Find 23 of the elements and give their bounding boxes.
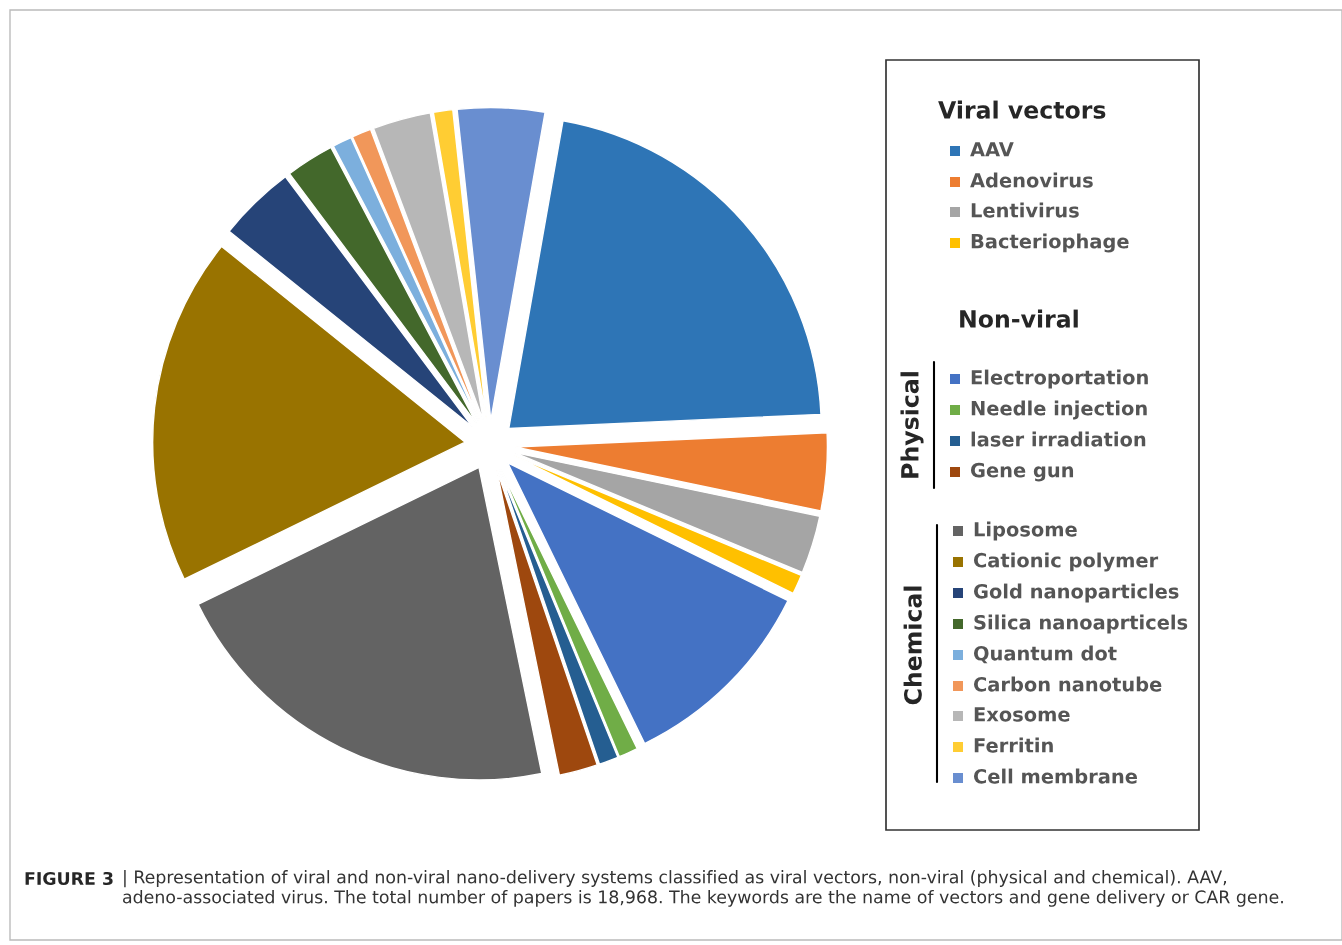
text: Non-viral [960,309,1078,328]
legend-label: Cell membrane [973,768,1137,784]
text: | Representation of viral and non-viral nano-delivery systems classified as viral vectors, non-viral (physical and chemical). AAV, adeno-associated virus. The total number of papers is 18,968. The keywords are the name of vectors and gene delivery or CAR gene. [123,870,1283,907]
text: Chemical [903,586,922,705]
legend-label: Gene gun [970,462,1074,482]
legend-label: AAV [970,142,1014,157]
text: Physical [900,372,924,478]
text: FIGURE 3 [25,871,113,886]
legend-label: Lentivirus [971,202,1079,218]
legend-label: Ferritin [974,737,1053,753]
legend-label: Silica nanoaprticels [974,614,1188,634]
legend-label: Liposome [974,521,1077,541]
legend-label: Electroportation [971,369,1148,389]
legend-label: Carbon nanotube [973,676,1162,692]
legend-label: Cationic polymer [973,552,1159,572]
legend-label: Quantum dot [973,645,1117,664]
text: Viral vectors [938,100,1106,119]
legend-label: Needle injection [971,400,1147,420]
legend-label: Gold nanoparticles [973,583,1179,603]
legend-label: Exosome [974,707,1070,722]
legend-label: laser irradiation [971,431,1146,447]
legend-label: Bacteriophage [971,233,1129,253]
legend-label: Adenovirus [970,172,1093,188]
